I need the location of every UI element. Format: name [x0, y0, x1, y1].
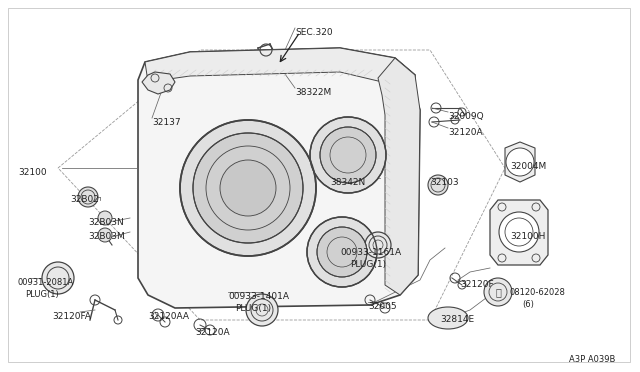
Polygon shape [378, 58, 420, 295]
Text: 32B03M: 32B03M [88, 232, 125, 241]
Polygon shape [138, 48, 420, 308]
Polygon shape [145, 48, 415, 85]
Text: 32137: 32137 [152, 118, 180, 127]
Circle shape [307, 217, 377, 287]
Text: 38322M: 38322M [295, 88, 332, 97]
Text: 32120FA: 32120FA [52, 312, 91, 321]
Circle shape [428, 175, 448, 195]
Text: 32120A: 32120A [448, 128, 483, 137]
Text: PLUG(1): PLUG(1) [25, 290, 59, 299]
Text: SEC.320: SEC.320 [295, 28, 333, 37]
Text: 32005: 32005 [368, 302, 397, 311]
Text: PLUG(1): PLUG(1) [350, 260, 386, 269]
Circle shape [310, 117, 386, 193]
Text: 38342N: 38342N [330, 178, 365, 187]
Text: (6): (6) [522, 300, 534, 309]
Text: 32004M: 32004M [510, 162, 547, 171]
Text: 32100: 32100 [18, 168, 47, 177]
Text: 32120AA: 32120AA [148, 312, 189, 321]
Text: 32120A: 32120A [195, 328, 230, 337]
Circle shape [317, 227, 367, 277]
Circle shape [180, 120, 316, 256]
Text: 32B02: 32B02 [70, 195, 99, 204]
Circle shape [42, 262, 74, 294]
Circle shape [98, 211, 112, 225]
Text: 32120F: 32120F [460, 280, 493, 289]
Text: 32100H: 32100H [510, 232, 545, 241]
Text: PLUG(1): PLUG(1) [235, 304, 271, 313]
Text: 32009Q: 32009Q [448, 112, 484, 121]
Circle shape [98, 228, 112, 242]
Polygon shape [505, 142, 535, 182]
Circle shape [320, 127, 376, 183]
Polygon shape [142, 72, 175, 94]
Text: Ⓕ: Ⓕ [495, 287, 501, 297]
Circle shape [78, 187, 98, 207]
Circle shape [506, 148, 534, 176]
Circle shape [220, 160, 276, 216]
Text: 32103: 32103 [430, 178, 459, 187]
Ellipse shape [428, 307, 468, 329]
Circle shape [499, 212, 539, 252]
Text: A3P A039B: A3P A039B [568, 355, 615, 364]
Text: 32B03N: 32B03N [88, 218, 124, 227]
Circle shape [365, 232, 391, 258]
Polygon shape [490, 200, 548, 265]
Text: 08120-62028: 08120-62028 [510, 288, 566, 297]
Circle shape [193, 133, 303, 243]
Text: 00933-1161A: 00933-1161A [340, 248, 401, 257]
Text: 32814E: 32814E [440, 315, 474, 324]
Circle shape [484, 278, 512, 306]
Text: 00933-1401A: 00933-1401A [228, 292, 289, 301]
Text: 00931-2081A: 00931-2081A [18, 278, 74, 287]
Circle shape [246, 294, 278, 326]
